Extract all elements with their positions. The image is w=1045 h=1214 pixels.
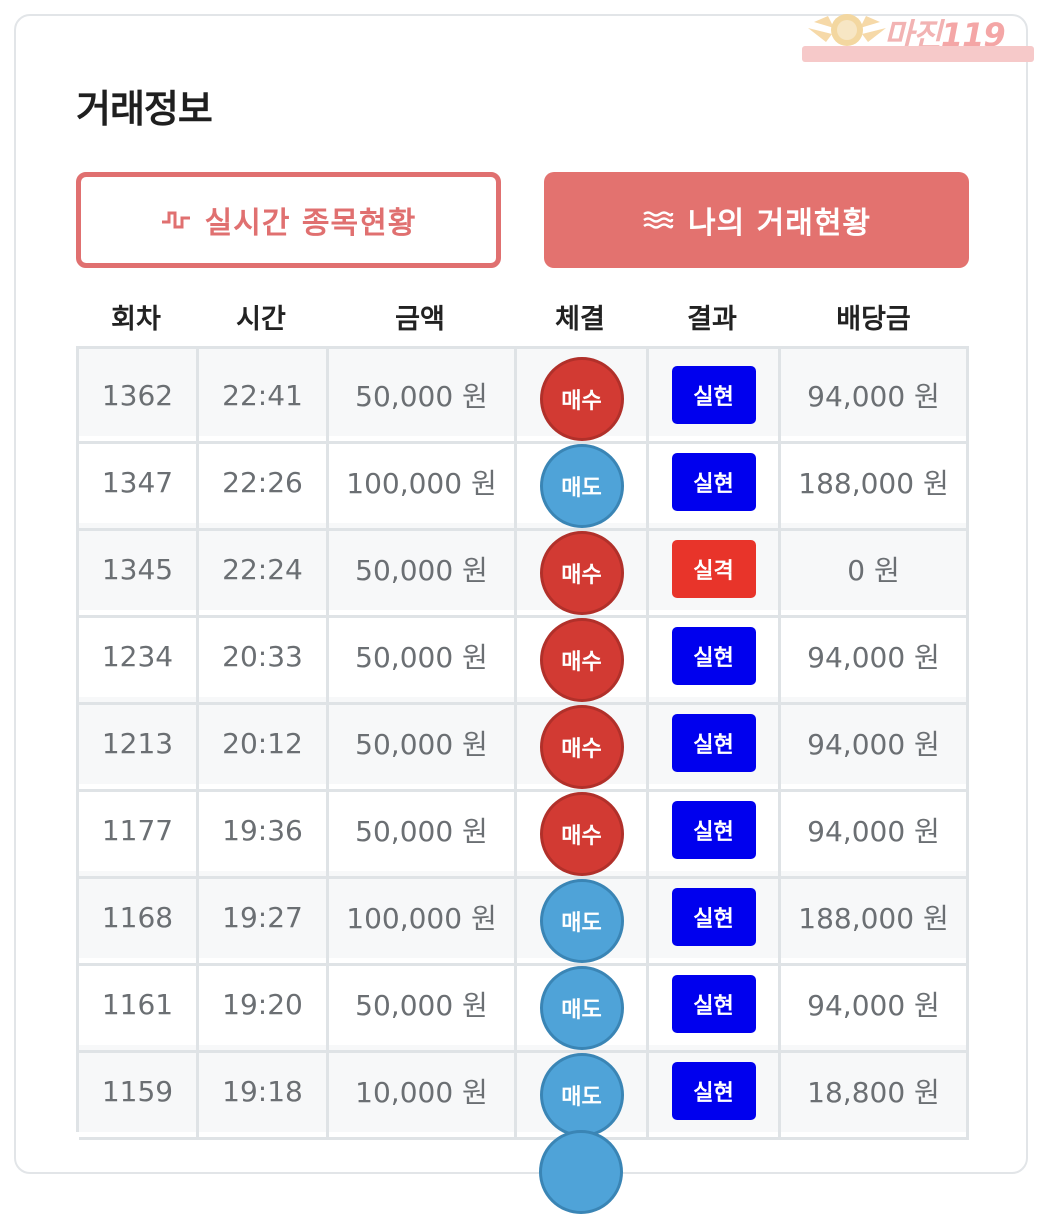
time-cell: 22:41 <box>199 349 329 444</box>
round-cell: 1213 <box>79 697 199 792</box>
execution-cell: 매도 <box>517 871 649 966</box>
time-cell: 19:27 <box>199 871 329 966</box>
sell-badge: 매도 <box>539 879 624 963</box>
result-cell: 실현 <box>649 871 781 966</box>
payout-cell: 188,000 원 <box>781 436 969 531</box>
table-row: 1362 22:41 50,000 원 매수 실현 94,000 원 <box>79 349 969 444</box>
result-cell: 실현 <box>649 697 781 792</box>
result-success-badge: 실현 <box>671 801 756 859</box>
result-success-badge: 실현 <box>671 627 756 685</box>
trade-table: 1362 22:41 50,000 원 매수 실현 94,000 원 1347 22:26 10… <box>76 346 969 1140</box>
amount-cell: 50,000 원 <box>329 610 517 705</box>
payout-cell: 188,000 원 <box>781 871 969 966</box>
table-row: 1345 22:24 50,000 원 매수 실격 0 원 <box>79 523 969 618</box>
my-trades-button[interactable]: 나의 거래현황 <box>544 172 969 268</box>
time-cell: 19:36 <box>199 784 329 879</box>
buy-badge: 매수 <box>539 531 624 615</box>
sell-badge: 매도 <box>539 444 624 528</box>
time-cell: 20:33 <box>199 610 329 705</box>
column-header-time: 시간 <box>236 304 286 335</box>
round-cell: 1347 <box>79 436 199 531</box>
time-cell: 20:12 <box>199 697 329 792</box>
amount-cell: 100,000 원 <box>329 436 517 531</box>
amount-cell: 10,000 원 <box>329 1045 517 1140</box>
table-row: 1234 20:33 50,000 원 매수 실현 94,000 원 <box>79 610 969 705</box>
column-header-execution: 체결 <box>555 304 605 335</box>
column-header-payout: 배당금 <box>836 304 911 335</box>
execution-cell: 매도 <box>517 958 649 1053</box>
result-cell: 실현 <box>649 349 781 444</box>
time-cell: 19:18 <box>199 1045 329 1140</box>
column-header-result: 결과 <box>687 304 737 335</box>
column-header-round: 회차 <box>111 304 161 335</box>
table-row: 1161 19:20 50,000 원 매도 실현 94,000 원 <box>79 958 969 1053</box>
result-cell: 실격 <box>649 523 781 618</box>
table-row: 1213 20:12 50,000 원 매수 실현 94,000 원 <box>79 697 969 792</box>
result-success-badge: 실현 <box>671 453 756 511</box>
payout-cell: 94,000 원 <box>781 784 969 879</box>
table-header: 회차 시간 금액 체결 결과 배당금 <box>76 300 969 346</box>
column-header-amount: 금액 <box>395 304 445 335</box>
payout-cell: 0 원 <box>781 523 969 618</box>
round-cell: 1234 <box>79 610 199 705</box>
payout-cell: 94,000 원 <box>781 697 969 792</box>
buy-badge: 매수 <box>539 792 624 876</box>
realtime-status-button[interactable]: 실시간 종목현황 <box>76 172 501 268</box>
sell-badge-partial <box>539 1130 623 1214</box>
round-cell: 1168 <box>79 871 199 966</box>
result-cell: 실현 <box>649 610 781 705</box>
buy-badge: 매수 <box>539 705 624 789</box>
payout-cell: 94,000 원 <box>781 958 969 1053</box>
amount-cell: 50,000 원 <box>329 784 517 879</box>
page-title: 거래정보 <box>76 87 213 131</box>
waves-icon <box>642 209 674 231</box>
table-row: 1347 22:26 100,000 원 매도 실현 188,000 원 <box>79 436 969 531</box>
result-cell: 실현 <box>649 1045 781 1140</box>
round-cell: 1159 <box>79 1045 199 1140</box>
execution-cell: 매수 <box>517 697 649 792</box>
amount-cell: 50,000 원 <box>329 697 517 792</box>
execution-cell: 매수 <box>517 523 649 618</box>
pulse-icon <box>161 208 191 232</box>
result-success-badge: 실현 <box>671 975 756 1033</box>
execution-cell: 매수 <box>517 349 649 444</box>
table-row: 1168 19:27 100,000 원 매도 실현 188,000 원 <box>79 871 969 966</box>
time-cell: 19:20 <box>199 958 329 1053</box>
result-success-badge: 실현 <box>671 714 756 772</box>
round-cell: 1161 <box>79 958 199 1053</box>
execution-cell: 매수 <box>517 784 649 879</box>
execution-cell: 매수 <box>517 610 649 705</box>
amount-cell: 100,000 원 <box>329 871 517 966</box>
time-cell: 22:26 <box>199 436 329 531</box>
realtime-status-label: 실시간 종목현황 <box>204 206 417 241</box>
execution-cell: 매도 <box>517 1045 649 1140</box>
table-row: 1177 19:36 50,000 원 매수 실현 94,000 원 <box>79 784 969 879</box>
round-cell: 1177 <box>79 784 199 879</box>
time-cell: 22:24 <box>199 523 329 618</box>
amount-cell: 50,000 원 <box>329 523 517 618</box>
buy-badge: 매수 <box>539 618 624 702</box>
result-cell: 실현 <box>649 436 781 531</box>
sell-badge: 매도 <box>539 966 624 1050</box>
result-cell: 실현 <box>649 958 781 1053</box>
round-cell: 1362 <box>79 349 199 444</box>
payout-cell: 94,000 원 <box>781 349 969 444</box>
my-trades-label: 나의 거래현황 <box>687 206 872 241</box>
result-success-badge: 실현 <box>671 366 756 424</box>
result-success-badge: 실현 <box>671 1062 756 1120</box>
payout-cell: 94,000 원 <box>781 610 969 705</box>
result-fail-badge: 실격 <box>671 540 756 598</box>
result-cell: 실현 <box>649 784 781 879</box>
execution-cell: 매도 <box>517 436 649 531</box>
buy-badge: 매수 <box>539 357 624 441</box>
sell-badge: 매도 <box>539 1053 624 1137</box>
table-row: 1159 19:18 10,000 원 매도 실현 18,800 원 <box>79 1045 969 1140</box>
amount-cell: 50,000 원 <box>329 958 517 1053</box>
round-cell: 1345 <box>79 523 199 618</box>
amount-cell: 50,000 원 <box>329 349 517 444</box>
result-success-badge: 실현 <box>671 888 756 946</box>
payout-cell: 18,800 원 <box>781 1045 969 1140</box>
